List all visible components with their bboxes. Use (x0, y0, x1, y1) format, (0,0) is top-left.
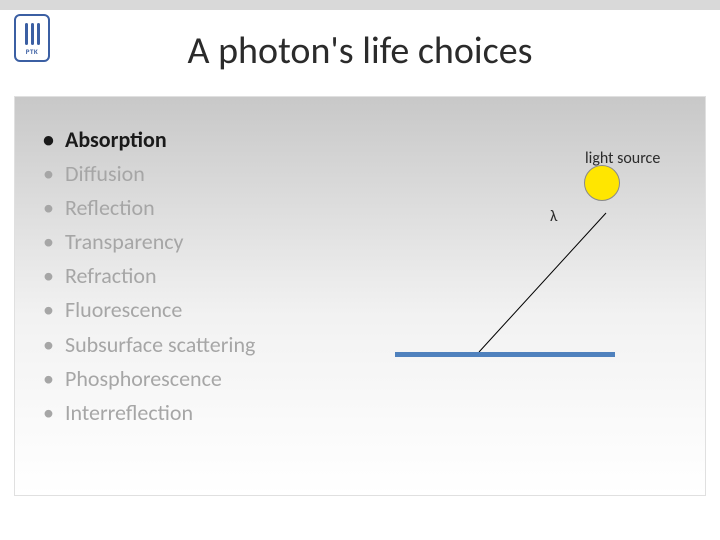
ray (479, 213, 606, 352)
list-item: Fluorescence (43, 293, 255, 327)
list-item: Subsurface scattering (43, 328, 255, 362)
list-item: Absorption (43, 123, 255, 157)
page-title: A photon's life choices (0, 28, 720, 74)
list-item: Phosphorescence (43, 362, 255, 396)
list-item: Reflection (43, 191, 255, 225)
list-item: Diffusion (43, 157, 255, 191)
bullet-list: Absorption Diffusion Reflection Transpar… (43, 123, 255, 430)
ray-line (355, 127, 675, 387)
diagram: light source λ (355, 127, 675, 387)
surface-bar (395, 352, 615, 357)
list-item: Interreflection (43, 396, 255, 430)
content-panel: Absorption Diffusion Reflection Transpar… (14, 96, 706, 496)
header-band (0, 0, 720, 10)
list-item: Refraction (43, 259, 255, 293)
list-item: Transparency (43, 225, 255, 259)
